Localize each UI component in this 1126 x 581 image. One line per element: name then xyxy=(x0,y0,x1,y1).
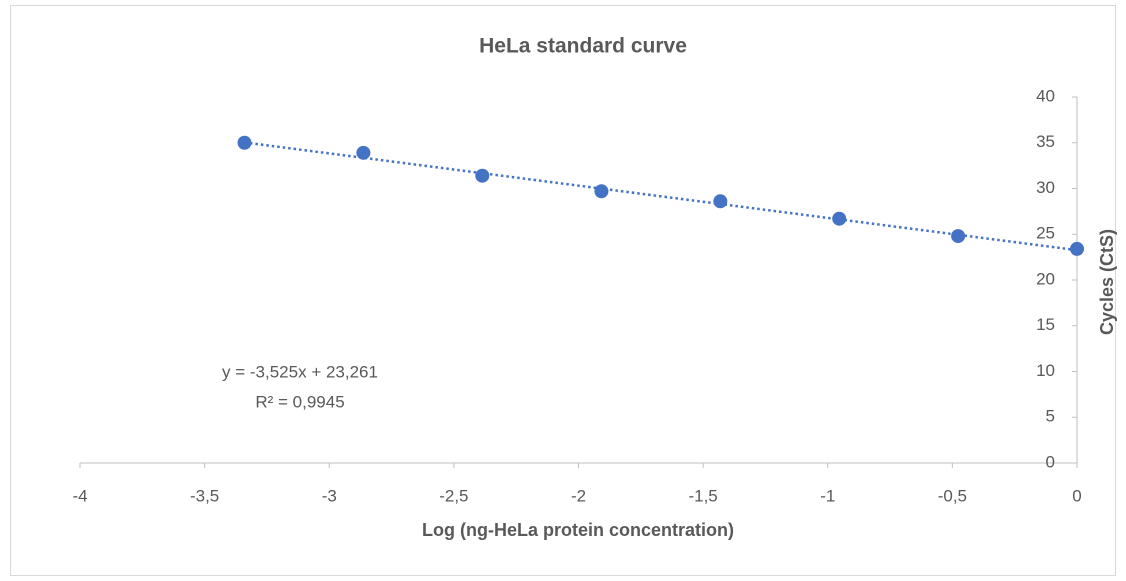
data-point xyxy=(594,184,609,199)
x-tick-label: -3 xyxy=(322,486,337,505)
y-tick-label: 0 xyxy=(1046,452,1055,471)
x-tick-label: -2 xyxy=(571,486,586,505)
x-axis-label: Log (ng-HeLa protein concentration) xyxy=(422,520,734,540)
y-tick-label: 40 xyxy=(1036,86,1055,105)
y-tick-label: 35 xyxy=(1036,132,1055,151)
r-squared: R² = 0,9945 xyxy=(255,392,344,411)
x-tick-label: 0 xyxy=(1072,486,1081,505)
x-tick-label: -1,5 xyxy=(688,486,717,505)
x-tick-label: -1 xyxy=(820,486,835,505)
y-tick-label: 25 xyxy=(1036,224,1055,243)
data-point xyxy=(832,211,847,226)
y-axis-label: Cycles (CtS) xyxy=(1097,229,1117,335)
data-point xyxy=(237,135,252,150)
y-tick-label: 5 xyxy=(1046,407,1055,426)
y-tick-label: 30 xyxy=(1036,178,1055,197)
data-point xyxy=(1070,241,1084,256)
chart-title: HeLa standard curve xyxy=(479,35,687,58)
data-point xyxy=(951,229,966,244)
x-tick-label: -2,5 xyxy=(439,486,468,505)
x-tick-label: -0,5 xyxy=(938,486,967,505)
data-point xyxy=(713,194,728,209)
chart-border xyxy=(10,5,1116,576)
trendline-equation: y = -3,525x + 23,261 xyxy=(222,362,378,381)
y-tick-label: 15 xyxy=(1036,315,1055,334)
x-tick-label: -4 xyxy=(72,486,87,505)
data-point xyxy=(356,145,371,160)
y-tick-label: 20 xyxy=(1036,269,1055,288)
data-point xyxy=(475,168,490,183)
x-tick-label: -3,5 xyxy=(190,486,219,505)
y-tick-label: 10 xyxy=(1036,361,1055,380)
trendline xyxy=(244,141,1078,252)
